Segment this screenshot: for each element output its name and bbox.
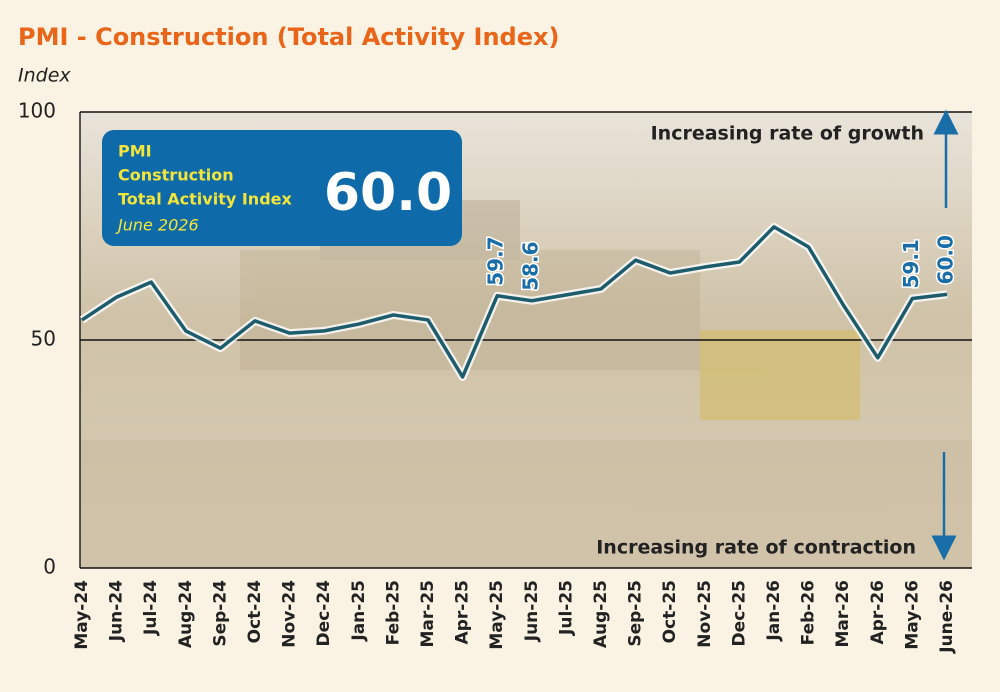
x-tick-label: Oct-25	[660, 580, 680, 643]
x-tick-label: June-26	[937, 580, 957, 654]
info-title: Construction	[118, 166, 234, 185]
value-label: 59.1	[899, 239, 923, 288]
y-tick-label: 0	[43, 555, 56, 579]
x-tick-label: Apr-25	[453, 580, 473, 644]
y-tick-label: 50	[31, 327, 56, 351]
x-tick-label: Mar-26	[833, 580, 853, 648]
x-tick-label: Nov-24	[280, 580, 300, 648]
info-headline: 60.0	[324, 163, 452, 223]
x-tick-label: Oct-24	[245, 580, 265, 644]
x-tick-label: Feb-25	[383, 580, 403, 645]
data-line	[81, 225, 948, 379]
x-tick-label: Mar-25	[418, 580, 438, 648]
value-label: 58.6	[518, 241, 542, 290]
annotation-bottom: Increasing rate of contraction	[596, 537, 916, 559]
info-title: PMI	[118, 142, 152, 161]
info-box	[102, 130, 462, 246]
x-tick-label: Aug-25	[591, 580, 611, 648]
x-tick-label: May-26	[902, 580, 922, 650]
x-tick-label: Apr-26	[868, 580, 888, 644]
x-tick-label: Sep-25	[626, 580, 646, 647]
x-tick-label: May-25	[487, 580, 507, 650]
x-tick-label: Aug-24	[176, 580, 196, 648]
x-tick-label: Dec-25	[729, 580, 749, 646]
x-tick-label: Jun-25	[522, 580, 542, 642]
info-title: Total Activity Index	[118, 190, 292, 209]
y-tick-label: 100	[18, 99, 56, 123]
x-tick-label: Feb-26	[799, 580, 819, 645]
value-label: 60.0	[934, 235, 958, 284]
y-axis-label: Index	[18, 65, 71, 87]
x-tick-label: May-24	[72, 580, 92, 650]
value-label: 59.7	[484, 236, 508, 285]
x-tick-label: Jan-26	[764, 580, 784, 642]
x-tick-label: Nov-25	[695, 580, 715, 648]
x-tick-label: Jan-25	[349, 580, 369, 642]
x-tick-label: Sep-24	[210, 580, 230, 647]
x-tick-label: Dec-24	[314, 580, 334, 647]
x-tick-label: Jul-25	[556, 580, 576, 636]
x-tick-label: Jun-24	[107, 580, 127, 642]
x-tick-label: Jul-24	[141, 580, 161, 636]
info-date: June 2026	[115, 216, 199, 235]
annotation-top: Increasing rate of growth	[651, 123, 924, 145]
chart-title: PMI - Construction (Total Activity Index…	[18, 23, 559, 51]
